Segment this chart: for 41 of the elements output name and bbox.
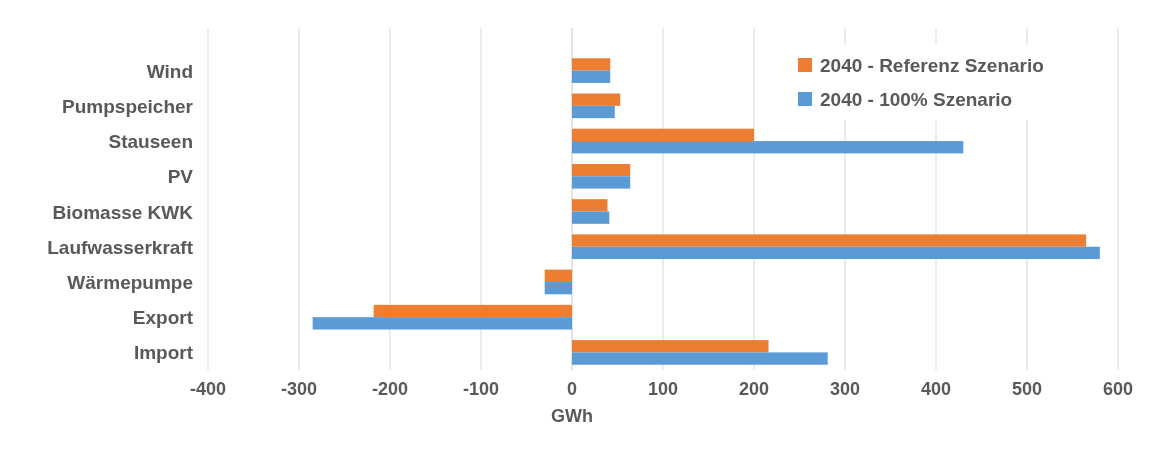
- y-tick-label: Wind: [146, 60, 193, 82]
- legend-label: 2040 - 100% Szenario: [820, 89, 1013, 110]
- bar: [572, 163, 631, 177]
- bar: [572, 199, 608, 212]
- x-tick-label: 500: [1011, 379, 1043, 399]
- x-tick-label: -200: [371, 379, 409, 399]
- bar: [572, 234, 1087, 247]
- bar: [572, 340, 769, 353]
- x-tick-label: -300: [280, 379, 318, 399]
- bar: [572, 58, 611, 71]
- bar: [572, 93, 621, 106]
- bar: [312, 317, 572, 330]
- x-tick-label: 100: [647, 379, 679, 399]
- bar: [572, 128, 754, 142]
- bar: [572, 176, 631, 189]
- legend-label: 2040 - Referenz Szenario: [820, 55, 1044, 76]
- y-tick-label: Pumpspeicher: [62, 95, 194, 117]
- x-tick-label: 200: [738, 379, 770, 399]
- bar: [572, 352, 828, 365]
- bar: [544, 281, 572, 295]
- y-tick-label: Stauseen: [108, 131, 193, 153]
- bar: [373, 304, 572, 318]
- y-tick-label: Export: [132, 307, 194, 329]
- bar: [572, 105, 615, 119]
- bar: [544, 269, 572, 282]
- bar: [572, 141, 964, 154]
- x-tick-label: 400: [920, 379, 952, 399]
- y-tick-label: Biomasse KWK: [52, 201, 194, 223]
- bar: [572, 246, 1100, 260]
- x-tick-label: 0: [566, 379, 578, 399]
- x-tick-label: 300: [829, 379, 861, 399]
- y-tick-label: Wärmepumpe: [67, 271, 193, 293]
- bar: [572, 70, 611, 83]
- bar: [572, 211, 610, 224]
- x-tick-label: -400: [189, 379, 227, 399]
- x-tick-label: -100: [462, 379, 500, 399]
- x-axis-title: GWh: [551, 406, 593, 426]
- y-tick-label: PV: [167, 166, 194, 188]
- y-tick-label: Laufwasserkraft: [47, 236, 194, 258]
- y-tick-label: Import: [133, 342, 194, 364]
- x-tick-label: 600: [1102, 379, 1134, 399]
